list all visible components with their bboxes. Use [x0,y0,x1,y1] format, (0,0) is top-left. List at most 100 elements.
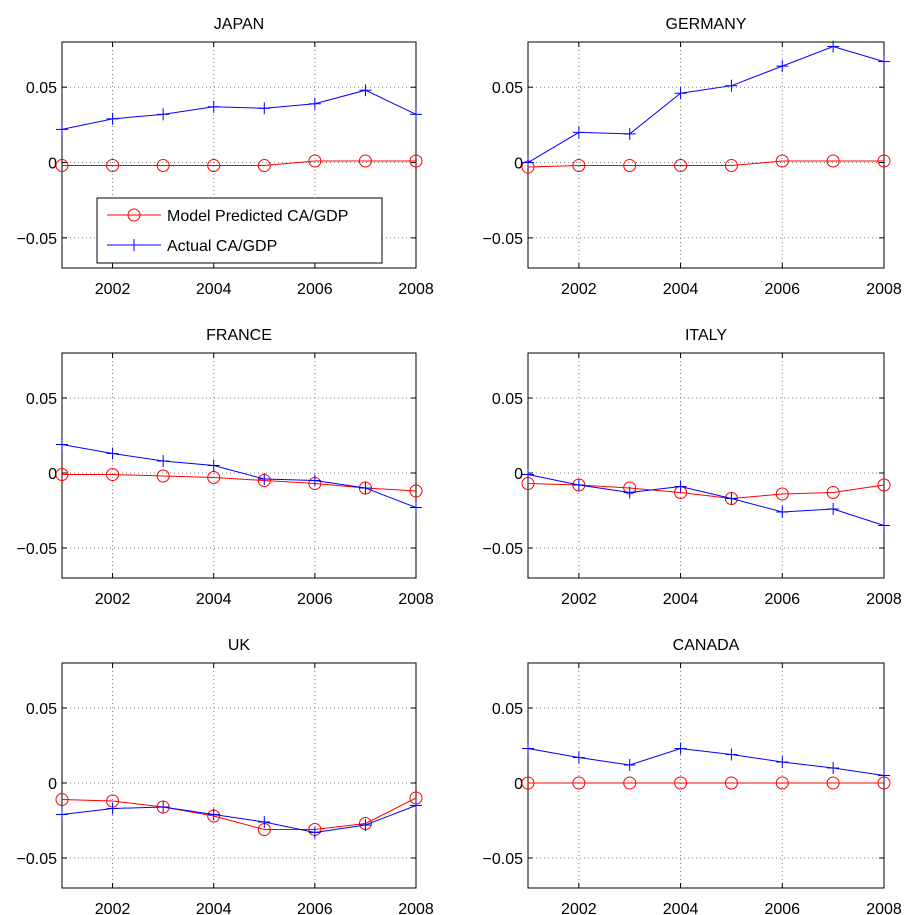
marker-actual-point [308,97,321,110]
x-tick-label: 2008 [398,591,434,608]
marker-actual-point [157,455,170,467]
axes-box [527,662,885,889]
axes-box [61,352,417,579]
y-tick-label: 0 [48,466,57,483]
series-line-actual [527,474,885,526]
marker-model-point [409,154,423,168]
marker-model-point [724,776,738,790]
marker-model-point [826,154,840,168]
marker-actual-point [776,506,789,518]
marker-actual-point [776,60,789,73]
x-tick-label: 2002 [561,591,597,608]
marker-model-point [156,159,170,173]
x-tick-label: 2004 [196,281,232,298]
marker-model-point [623,776,637,790]
y-tick-label: 0.05 [492,391,523,408]
marker-actual-point [827,503,840,515]
y-tick-label: 0.05 [492,701,523,718]
x-tick-label: 2008 [866,591,902,608]
x-tick-label: 2002 [561,901,597,915]
marker-actual-point [827,40,840,53]
panel-title: JAPAN [214,16,264,33]
marker-actual-point [207,459,220,472]
marker-actual-point [308,474,321,487]
x-tick-label: 2004 [663,901,699,915]
axes-box [61,662,417,889]
x-tick-label: 2004 [663,281,699,298]
y-tick-label: 0.05 [492,80,523,97]
panel-title: GERMANY [666,16,747,33]
marker-actual-point [410,108,422,121]
marker-actual-point [56,123,68,136]
panel-germany: GERMANY 2002 2004 2006 2008 −0.05 0 0.05 [483,16,902,298]
panel-title: ITALY [685,327,727,344]
marker-actual-point [258,816,271,828]
x-tick-label: 2002 [95,281,131,298]
y-tick-label: −0.05 [17,851,58,868]
marker-model-point [55,159,69,173]
marker-model-point [877,478,891,492]
marker-actual-point [725,492,738,505]
marker-actual-point [56,438,68,451]
marker-model-point [106,468,120,481]
marker-actual-point [623,127,636,140]
marker-actual-point [359,84,372,97]
marker-model-point [106,159,120,173]
x-tick-label: 2002 [561,281,597,298]
marker-actual-point [674,87,687,100]
marker-actual-point [258,473,271,485]
x-tick-label: 2006 [764,591,800,608]
series-line-model [527,483,885,500]
x-tick-label: 2008 [866,281,902,298]
marker-model-point [572,776,586,790]
y-tick-label: −0.05 [17,541,58,558]
marker-model-point [724,159,738,173]
marker-model-point [521,776,535,790]
y-tick-label: 0 [514,156,523,173]
marker-actual-point [106,447,119,460]
y-tick-label: 0 [48,776,57,793]
y-tick-label: 0.05 [26,391,57,408]
marker-actual-point [157,801,170,813]
legend-actual-label: Actual CA/GDP [167,238,277,255]
panel-italy: ITALY 2002 2004 2006 2008 −0.05 0 0.05 [483,327,902,608]
y-tick-label: 0 [514,466,523,483]
legend-model-marker [127,208,141,222]
marker-actual-point [410,799,422,812]
marker-model-point [674,159,688,173]
y-tick-label: −0.05 [483,541,524,558]
marker-actual-point [56,808,68,821]
x-tick-label: 2004 [663,591,699,608]
x-tick-label: 2008 [398,901,434,915]
series-line-model [527,160,884,168]
marker-model-point [55,468,69,481]
panel-canada: CANADA 2002 2004 2006 2008 −0.05 0 0.05 [483,637,902,915]
series-line-actual [527,45,885,163]
marker-actual-point [827,762,840,774]
x-tick-label: 2008 [398,281,434,298]
y-tick-label: 0.05 [26,701,57,718]
x-tick-label: 2006 [764,901,800,915]
y-tick-label: −0.05 [483,851,524,868]
marker-model-point [358,154,372,168]
marker-actual-point [725,748,738,761]
marker-model-point [775,776,789,790]
y-tick-label: 0 [514,776,523,793]
marker-actual-point [725,79,738,92]
marker-actual-point [623,486,636,499]
marker-model-point [826,776,840,790]
y-tick-label: 0 [48,156,57,173]
marker-actual-point [878,769,890,782]
marker-actual-point [410,501,422,514]
x-tick-label: 2008 [866,901,902,915]
panel-title: CANADA [673,637,740,654]
marker-actual-point [522,156,534,169]
y-tick-label: 0.05 [26,80,57,97]
marker-actual-point [157,108,170,121]
series-line-actual [61,89,417,130]
marker-actual-point [776,756,789,768]
marker-model-point [775,487,789,501]
legend-model-label: Model Predicted CA/GDP [167,208,348,225]
marker-actual-point [572,751,585,764]
marker-actual-point [674,480,687,493]
